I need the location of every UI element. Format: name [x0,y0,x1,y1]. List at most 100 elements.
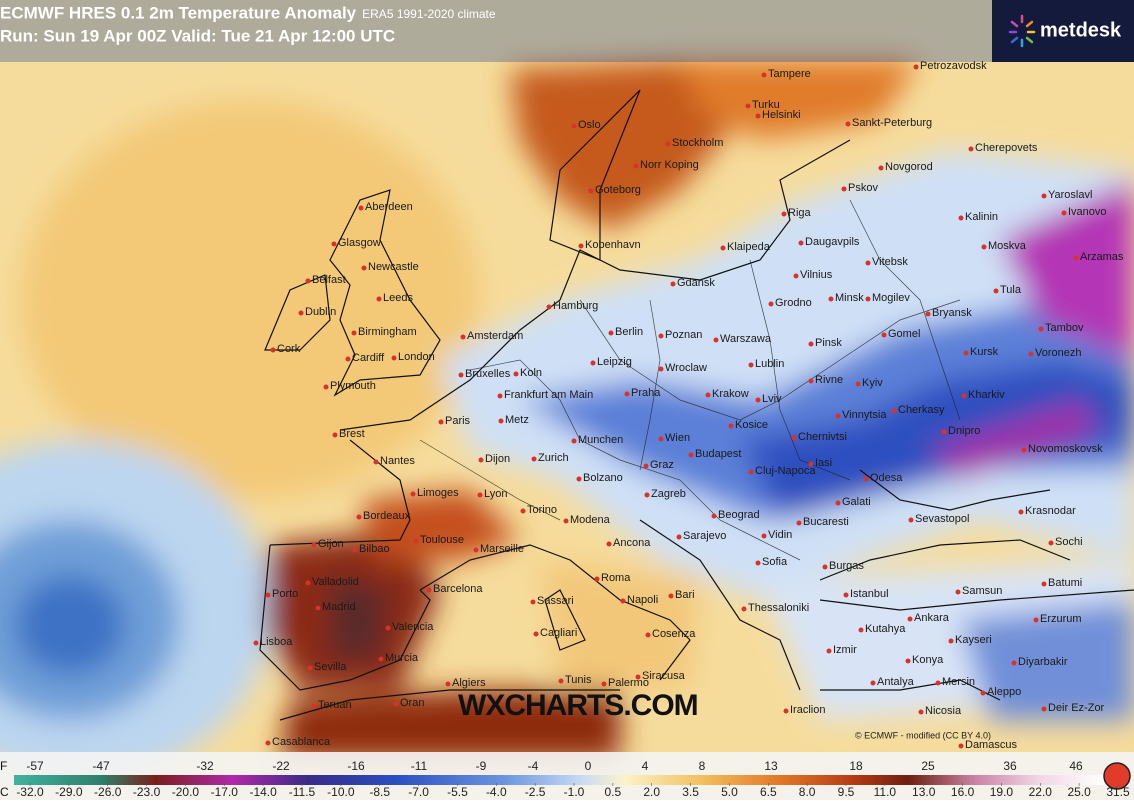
city-label: Leeds [383,292,413,304]
coastlines [259,89,1134,721]
city-dot [1041,706,1047,712]
city-dot [935,680,941,686]
city-label: Sevilla [314,661,347,673]
city-dot [590,360,596,366]
c-tick-label: 11.0 [874,785,897,799]
f-tick-label: 13 [764,759,778,773]
city-labels: Oslo Stockholm Norr Koping Goteborg Kobenhav… [253,60,1124,751]
city-dot [458,372,464,378]
c-tick-label: 25.0 [1067,785,1091,799]
city-dot [426,587,432,593]
city-label: Zurich [538,452,569,464]
city-label: Kutahya [865,623,906,635]
city-label: Vilnius [800,269,833,281]
header-band [0,0,992,62]
city-dot [961,393,967,399]
city-dot [1038,326,1044,332]
city-dot [1011,660,1017,666]
c-tick-label: -29.0 [55,785,83,799]
city-dot [905,658,911,664]
f-tick-label: 4 [642,759,649,773]
city-label: Valladolid [312,576,359,588]
city-dot [755,397,761,403]
city-label: Klaipeda [727,241,771,253]
city-label: Modena [570,514,611,526]
city-dot [720,245,726,251]
f-tick-label: -9 [476,759,487,773]
city-label: Novomoskovsk [1028,443,1103,455]
city-dot [478,457,484,463]
city-label: Barcelona [433,583,483,595]
city-dot [571,123,577,129]
city-dot [855,381,861,387]
city-dot [644,492,650,498]
city-label: Bolzano [583,472,623,484]
city-label: Cagliari [540,627,577,639]
city-dot [601,681,607,687]
city-dot [981,244,987,250]
city-label: Brest [339,428,365,440]
city-dot [658,333,664,339]
city-label: Krasnodar [1025,505,1076,517]
city-label: Vidin [768,529,792,541]
city-label: Kharkiv [968,389,1005,401]
city-dot [307,665,313,671]
city-dot [608,330,614,336]
city-label: Moskva [988,240,1027,252]
city-dot [578,243,584,249]
city-label: Iasi [815,457,832,469]
city-label: Stockholm [672,137,723,149]
c-tick-label: 13.0 [912,785,936,799]
city-dot [331,241,337,247]
city-dot [356,514,362,520]
city-dot [270,347,276,353]
c-tick-label: -17.0 [211,785,239,799]
city-label: Kosice [735,419,768,431]
f-tick-label: -22 [272,759,290,773]
city-label: Birmingham [358,326,417,338]
record-button[interactable] [1103,762,1131,790]
city-label: Ankara [914,612,950,624]
city-label: Rivne [815,374,843,386]
city-label: Amsterdam [467,330,523,342]
city-label: Ancona [613,537,651,549]
city-dot [713,337,719,343]
city-dot [843,592,849,598]
city-dot [835,500,841,506]
city-label: Sarajevo [683,530,726,542]
city-label: Tula [1000,284,1022,296]
city-label: Siracusa [642,670,686,682]
f-tick-label: -32 [196,759,214,773]
city-dot [822,564,828,570]
city-dot [643,463,649,469]
city-dot [345,356,351,362]
f-tick-label: -57 [26,759,44,773]
city-dot [658,366,664,372]
city-dot [352,547,358,553]
city-dot [835,413,841,419]
city-dot [305,580,311,586]
city-label: Plymouth [330,380,376,392]
city-dot [1061,210,1067,216]
city-label: Thessaloniki [748,602,809,614]
city-dot [963,350,969,356]
f-tick-label: 8 [699,759,706,773]
c-unit: C [0,785,9,799]
city-dot [385,625,391,631]
city-label: Aleppo [987,686,1021,698]
logo-text: metdesk [1040,19,1122,41]
city-dot [781,211,787,217]
city-dot [533,631,539,637]
city-dot [513,371,519,377]
map-title: ECMWF HRES 0.1 2m Temperature Anomaly [0,3,357,22]
city-dot [670,281,676,287]
city-label: Kayseri [955,634,992,646]
city-label: Porto [272,588,298,600]
city-dot [858,627,864,633]
city-dot [668,593,674,599]
city-label: Novgorod [885,161,933,173]
c-tick-label: 19.0 [990,785,1014,799]
city-label: Warszawa [720,333,772,345]
colorbar [14,775,1104,785]
city-label: Gijon [318,538,344,550]
